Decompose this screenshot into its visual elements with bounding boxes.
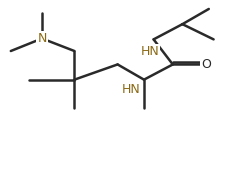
Text: HN: HN — [141, 45, 159, 58]
Text: O: O — [201, 58, 211, 71]
Text: HN: HN — [121, 83, 140, 96]
Text: N: N — [37, 32, 47, 45]
